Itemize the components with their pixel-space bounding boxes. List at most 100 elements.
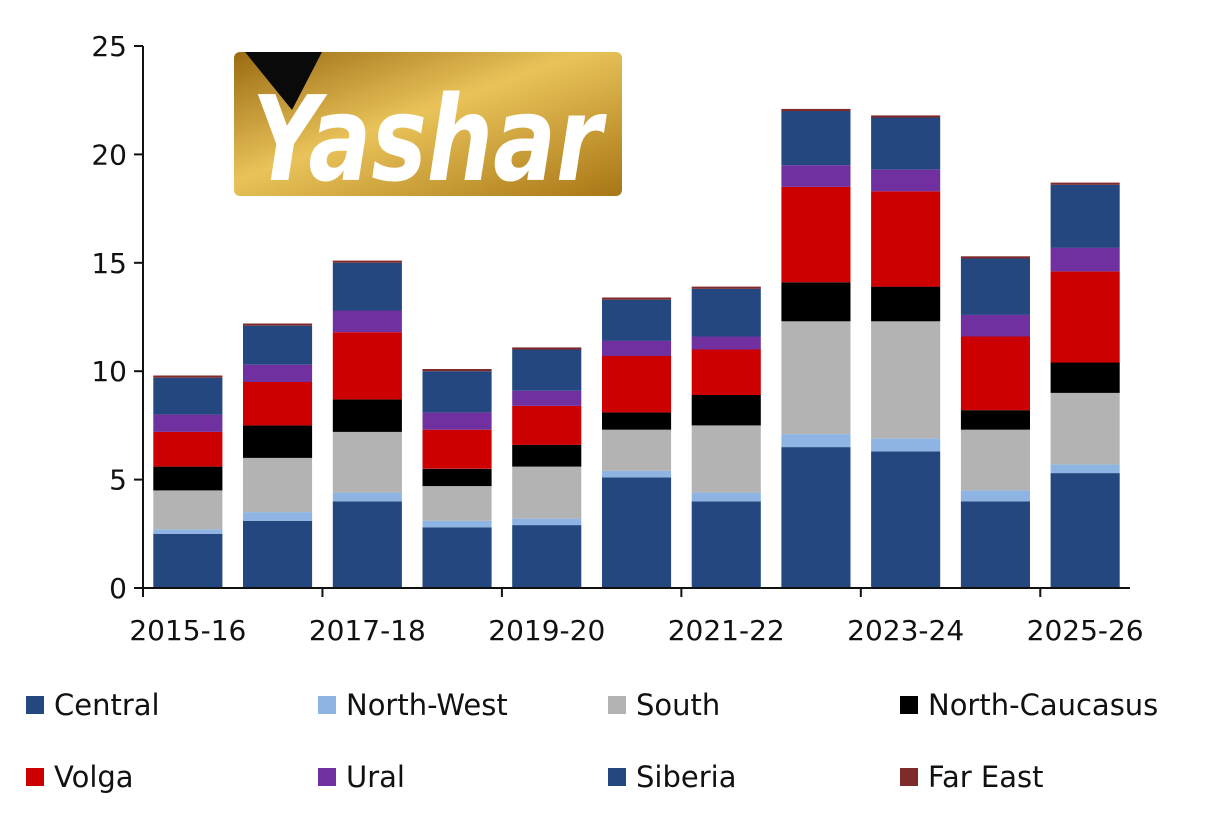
bar-ural-2022-23 <box>781 165 851 187</box>
legend-swatch-central <box>26 696 44 714</box>
bar-north-west-2020-21 <box>602 470 672 478</box>
logo-background <box>234 52 622 196</box>
legend-swatch-siberia <box>608 768 626 786</box>
bar-central-2023-24 <box>871 451 941 588</box>
y-tick-label-25: 25 <box>91 30 127 63</box>
bar-far-east-2016-17 <box>243 323 313 326</box>
bar-north-caucasus-2025-26 <box>1050 362 1120 393</box>
bar-north-caucasus-2023-24 <box>871 286 941 322</box>
bar-siberia-2020-21 <box>602 299 672 341</box>
bar-south-2024-25 <box>960 429 1030 491</box>
bar-central-2018-19 <box>422 527 492 588</box>
legend-swatch-far-east <box>900 768 918 786</box>
bar-ural-2017-18 <box>332 310 402 333</box>
legend-item-central: Central <box>26 688 160 722</box>
bar-central-2022-23 <box>781 447 851 588</box>
x-tick-label-2023-24: 2023-24 <box>847 614 964 647</box>
logo-triangle <box>245 52 322 110</box>
bar-north-west-2024-25 <box>960 490 1030 502</box>
bar-volga-2020-21 <box>602 356 672 413</box>
legend-swatch-volga <box>26 768 44 786</box>
bar-far-east-2015-16 <box>153 375 223 378</box>
bar-far-east-2025-26 <box>1050 182 1120 185</box>
bar-siberia-2015-16 <box>153 377 223 415</box>
legend-label-volga: Volga <box>54 760 134 794</box>
bar-volga-2015-16 <box>153 431 223 467</box>
bar-siberia-2021-22 <box>691 288 761 337</box>
bar-ural-2016-17 <box>243 364 313 382</box>
bar-south-2021-22 <box>691 425 761 493</box>
legend-item-far-east: Far East <box>900 760 1044 794</box>
bar-south-2025-26 <box>1050 392 1120 465</box>
bar-volga-2023-24 <box>871 191 941 287</box>
bar-volga-2017-18 <box>332 332 402 400</box>
bar-volga-2025-26 <box>1050 271 1120 363</box>
y-tick-label-20: 20 <box>91 138 127 171</box>
bar-volga-2016-17 <box>243 382 313 426</box>
bar-north-west-2016-17 <box>243 512 313 521</box>
bar-north-caucasus-2017-18 <box>332 399 402 432</box>
bar-volga-2019-20 <box>512 405 582 445</box>
legend-label-south: South <box>636 688 721 722</box>
logo-text: Yashar <box>252 70 607 208</box>
legend-label-central: Central <box>54 688 160 722</box>
bar-south-2017-18 <box>332 431 402 493</box>
legend-swatch-north-caucasus <box>900 696 918 714</box>
legend-swatch-north-west <box>318 696 336 714</box>
bar-north-caucasus-2021-22 <box>691 395 761 426</box>
bar-north-west-2018-19 <box>422 520 492 528</box>
bar-siberia-2018-19 <box>422 371 492 413</box>
bar-north-west-2015-16 <box>153 529 223 534</box>
bar-central-2020-21 <box>602 477 672 588</box>
bar-far-east-2021-22 <box>691 286 761 289</box>
x-tick-label-2021-22: 2021-22 <box>668 614 785 647</box>
bar-central-2019-20 <box>512 525 582 588</box>
bar-ural-2023-24 <box>871 169 941 192</box>
legend-item-ural: Ural <box>318 760 405 794</box>
bar-central-2021-22 <box>691 501 761 588</box>
bar-far-east-2017-18 <box>332 260 402 263</box>
legend-swatch-south <box>608 696 626 714</box>
bar-siberia-2022-23 <box>781 111 851 166</box>
bar-north-west-2022-23 <box>781 434 851 448</box>
axes-group: 0 5 10 15 20 25 2015-16 2017-18 2019-20 2021-22 20… <box>91 30 1143 647</box>
y-tick-label-15: 15 <box>91 247 127 280</box>
bar-central-2017-18 <box>332 501 402 588</box>
bar-south-2015-16 <box>153 490 223 530</box>
bar-south-2019-20 <box>512 466 582 519</box>
bar-central-2015-16 <box>153 533 223 588</box>
x-tick-label-2019-20: 2019-20 <box>488 614 605 647</box>
x-tick-label-2017-18: 2017-18 <box>309 614 426 647</box>
bar-volga-2024-25 <box>960 336 1030 411</box>
bar-south-2022-23 <box>781 321 851 434</box>
bar-north-caucasus-2019-20 <box>512 444 582 467</box>
x-tick-label-2025-26: 2025-26 <box>1027 614 1144 647</box>
legend-item-north-caucasus: North-Caucasus <box>900 688 1158 722</box>
stacked-bar-chart: Yashar 0 5 10 15 20 25 2015-16 2017-18 2019-20 20… <box>91 30 1143 647</box>
bar-north-west-2021-22 <box>691 492 761 502</box>
bar-siberia-2025-26 <box>1050 184 1120 248</box>
bar-siberia-2019-20 <box>512 349 582 391</box>
bar-ural-2019-20 <box>512 390 582 406</box>
legend-label-north-west: North-West <box>346 688 508 722</box>
y-tick-label-10: 10 <box>91 355 127 388</box>
bar-far-east-2019-20 <box>512 347 582 350</box>
bar-far-east-2020-21 <box>602 297 672 300</box>
bar-far-east-2022-23 <box>781 108 851 112</box>
bar-far-east-2023-24 <box>871 115 941 118</box>
bar-ural-2018-19 <box>422 412 492 430</box>
bar-south-2020-21 <box>602 429 672 471</box>
bar-siberia-2016-17 <box>243 325 313 365</box>
bar-volga-2022-23 <box>781 186 851 283</box>
bar-far-east-2018-19 <box>422 369 492 372</box>
bar-central-2025-26 <box>1050 473 1120 588</box>
bar-central-2016-17 <box>243 520 313 588</box>
bar-south-2023-24 <box>871 321 941 439</box>
bar-ural-2015-16 <box>153 414 223 432</box>
bar-ural-2021-22 <box>691 336 761 350</box>
bar-north-west-2023-24 <box>871 438 941 452</box>
bar-volga-2021-22 <box>691 349 761 395</box>
bar-volga-2018-19 <box>422 429 492 469</box>
bar-ural-2024-25 <box>960 314 1030 337</box>
legend-label-ural: Ural <box>346 760 405 794</box>
